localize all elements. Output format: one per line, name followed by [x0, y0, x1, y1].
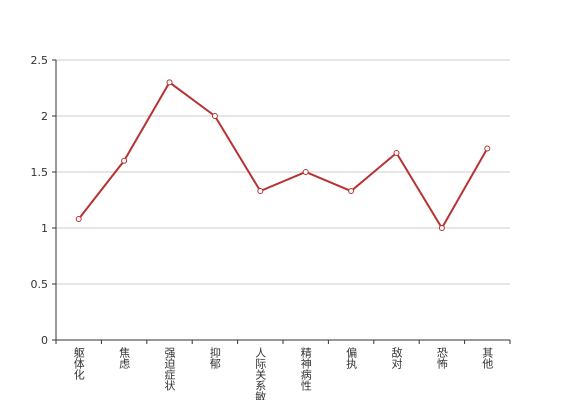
point	[166, 79, 173, 86]
x-tick-label: 精神病性	[299, 347, 312, 392]
line	[77, 80, 489, 230]
y-tick-label: 1	[41, 222, 48, 235]
y-tick-label: 0.5	[31, 278, 49, 291]
point	[348, 188, 355, 195]
point	[211, 113, 218, 119]
x-tick-label: 躯体化	[72, 347, 85, 381]
point	[484, 145, 491, 152]
point	[438, 225, 445, 231]
y-tick-label: 2	[41, 110, 48, 123]
point	[75, 216, 82, 223]
point	[393, 149, 400, 156]
point	[302, 169, 309, 175]
point	[257, 188, 264, 195]
y-tick-label: 2.5	[31, 54, 49, 67]
y-tick-label: 0	[41, 334, 48, 347]
x-tick-label: 人际关系敏感	[254, 347, 267, 400]
x-tick-label: 偏执	[345, 346, 358, 370]
y-tick-label: 1.5	[31, 166, 49, 179]
x-tick-label: 焦虑	[118, 347, 131, 369]
x-tick-label: 强迫症状	[163, 347, 176, 391]
x-tick-label: 恐怖	[435, 347, 448, 369]
x-tick-label: 敌对	[390, 346, 403, 369]
x-tick-label: 抑郁	[208, 346, 221, 369]
x-tick-label: 其他	[481, 347, 494, 369]
point	[121, 157, 128, 164]
